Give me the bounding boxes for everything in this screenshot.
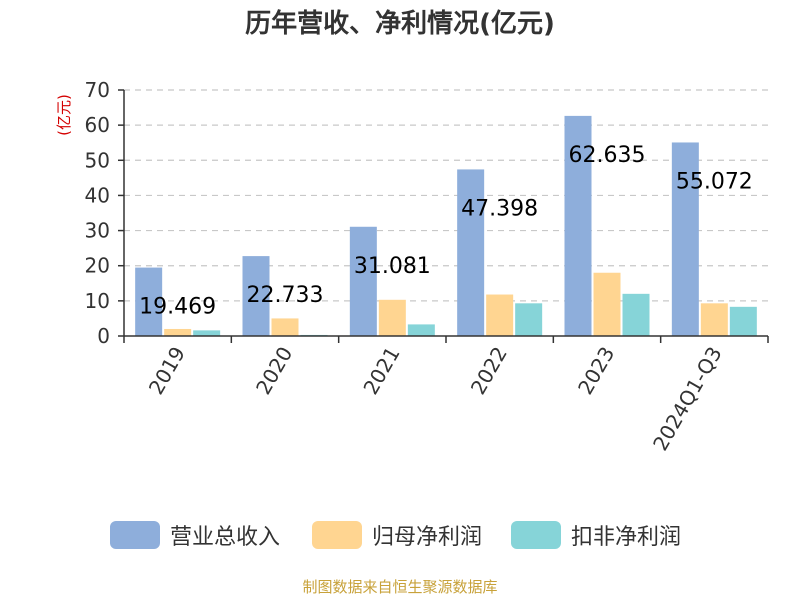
bar-net-profit-2023 — [593, 272, 621, 336]
legend-swatch-net-profit — [312, 521, 362, 549]
legend-label-revenue: 营业总收入 — [170, 525, 280, 550]
bar-deducted-net-profit-2019 — [193, 330, 221, 336]
bar-deducted-net-profit-2023 — [622, 293, 650, 336]
bar-revenue-2020 — [242, 256, 270, 336]
bar-revenue-2021 — [349, 226, 377, 336]
x-tick-label: 2023 — [573, 343, 619, 399]
gridlines — [124, 89, 768, 302]
y-tick-label: 60 — [85, 113, 110, 137]
bar-deducted-net-profit-2022 — [515, 303, 543, 336]
bar-net-profit-2021 — [378, 299, 406, 336]
x-tick-label: 2022 — [466, 342, 512, 398]
legend-label-deducted-net-profit: 扣非净利润 — [571, 525, 681, 550]
x-tick-label: 2020 — [251, 343, 297, 399]
data-labels: 19.469 22.733 31.081 47.398 62.635 55.072 — [139, 143, 753, 320]
legend-swatch-deducted-net-profit — [511, 521, 561, 549]
y-tick-label: 50 — [85, 148, 110, 172]
bar-revenue-2024Q1-Q3 — [671, 142, 699, 336]
bars — [135, 115, 757, 336]
y-tick-label: 30 — [85, 219, 110, 243]
x-tick-label: 2021 — [358, 343, 404, 399]
data-label-revenue: 19.469 — [139, 295, 216, 320]
bar-revenue-2023 — [564, 115, 592, 336]
bar-net-profit-2024Q1-Q3 — [700, 303, 728, 336]
data-label-revenue: 55.072 — [676, 169, 753, 194]
x-tick-label: 2024Q1-Q3 — [648, 343, 727, 455]
data-label-revenue: 47.398 — [461, 196, 538, 221]
bar-net-profit-2022 — [486, 294, 514, 336]
data-label-revenue: 62.635 — [569, 143, 646, 168]
y-tick-label: 20 — [85, 254, 110, 278]
y-tick-label: 10 — [85, 289, 110, 313]
bar-revenue-2019 — [135, 267, 163, 336]
source-note: 制图数据来自恒生聚源数据库 — [302, 578, 497, 596]
bar-deducted-net-profit-2021 — [407, 324, 435, 336]
x-tick-label: 2019 — [144, 343, 190, 399]
legend-label-net-profit: 归母净利润 — [372, 525, 482, 550]
bar-net-profit-2020 — [271, 318, 299, 336]
data-label-revenue: 22.733 — [247, 283, 324, 308]
bar-revenue-2022 — [457, 169, 485, 336]
data-label-revenue: 31.081 — [354, 254, 431, 279]
bar-net-profit-2019 — [164, 328, 192, 336]
legend: 营业总收入 归母净利润 扣非净利润 — [110, 521, 681, 550]
y-tick-label: 70 — [85, 78, 110, 102]
y-axis-unit-label: (亿元) — [55, 94, 73, 136]
chart-title: 历年营收、净利情况(亿元) — [245, 8, 555, 39]
y-tick-label: 40 — [85, 183, 110, 207]
legend-swatch-revenue — [110, 521, 160, 549]
y-tick-label: 0 — [97, 324, 110, 348]
bar-deducted-net-profit-2024Q1-Q3 — [729, 306, 757, 336]
